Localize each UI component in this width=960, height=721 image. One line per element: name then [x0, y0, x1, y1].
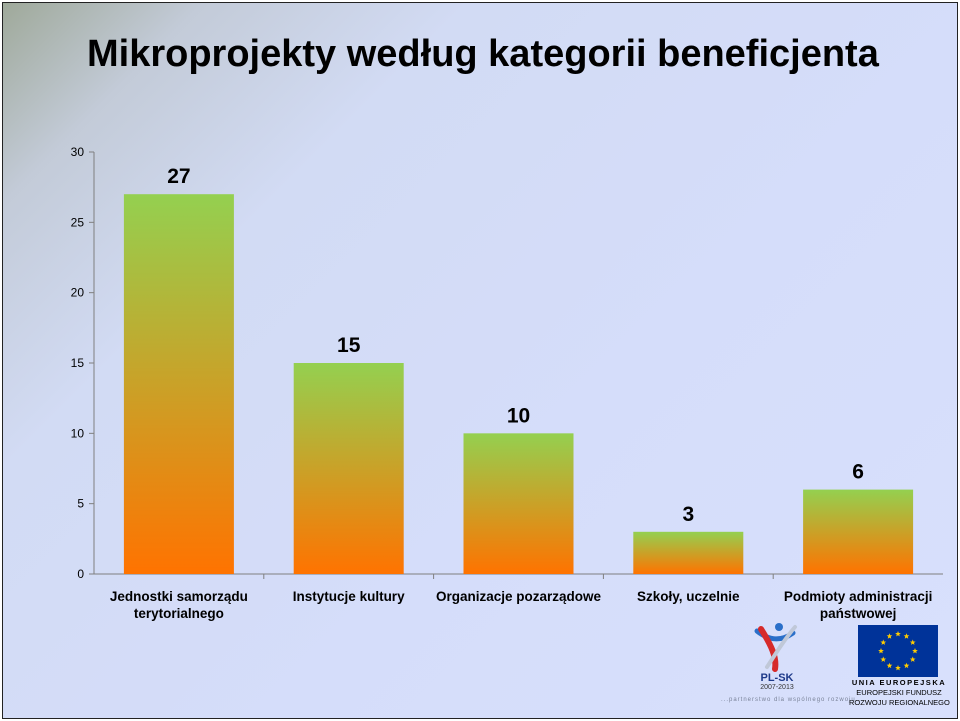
bar: [463, 433, 574, 574]
x-tick-label: Szkoły, uczelnie: [637, 589, 740, 604]
chart-bars: [123, 194, 914, 574]
slide-title: Mikroprojekty według kategorii beneficje…: [87, 33, 879, 75]
eu-star-icon: [878, 648, 884, 654]
bar: [123, 194, 234, 574]
eu-star-icon: [909, 639, 916, 645]
x-tick-label-line: Podmioty administracji: [784, 589, 933, 604]
eu-star-icon: [895, 665, 901, 671]
y-tick-label: 25: [71, 215, 85, 229]
y-tick-label: 10: [71, 426, 85, 440]
x-tick-label: Organizacje pozarządowe: [436, 589, 602, 604]
data-label: 27: [167, 165, 190, 188]
bar: [293, 363, 404, 574]
eu-line-2: EUROPEJSKI FUNDUSZ: [856, 688, 942, 697]
eu-star-icon: [886, 633, 893, 639]
x-tick-label-line: Instytucje kultury: [293, 589, 405, 604]
eu-fund-text: UNIA EUROPEJSKA EUROPEJSKI FUNDUSZ ROZWO…: [849, 678, 950, 708]
eu-star-icon: [903, 633, 910, 639]
x-tick-label-line: terytorialnego: [134, 606, 224, 621]
chart-labels: 27 Jednostki samorządu terytorialnego 15 Ins…: [110, 165, 932, 621]
x-tick-label-line: Organizacje pozarządowe: [436, 589, 602, 604]
eu-star-icon: [912, 648, 918, 654]
y-tick-label: 30: [71, 145, 85, 159]
data-label: 3: [682, 503, 694, 526]
y-tick-label: 15: [71, 356, 85, 370]
x-tick-label: Jednostki samorządu terytorialnego: [110, 589, 248, 621]
eu-line-1: UNIA EUROPEJSKA: [851, 678, 947, 687]
plsk-logo-text: PL-SK: [760, 672, 794, 684]
data-label: 10: [507, 404, 530, 427]
data-label: 15: [337, 334, 361, 357]
x-tick-label-line: Szkoły, uczelnie: [637, 589, 740, 604]
bar-chart: 0 5 10 15 20 25 30 27 Jednostki samorządu teryto…: [71, 145, 943, 621]
x-tick-label-line: Jednostki samorządu: [110, 589, 248, 604]
data-label: 6: [852, 461, 864, 484]
plsk-logo-icon: [754, 623, 797, 672]
y-tick-label: 20: [71, 286, 85, 300]
y-tick-label: 0: [77, 567, 84, 581]
x-tick-label-line: państwowej: [820, 606, 897, 621]
plsk-logo-years: 2007-2013: [760, 684, 794, 691]
eu-line-3: ROZWOJU REGIONALNEGO: [849, 698, 950, 707]
eu-star-icon: [895, 631, 901, 637]
bar: [803, 489, 914, 574]
eu-star-icon: [880, 656, 887, 662]
eu-star-icon: [909, 656, 916, 662]
x-tick-label: Podmioty administracji państwowej: [784, 589, 933, 621]
bar: [633, 531, 744, 574]
eu-flag-icon: [858, 625, 938, 677]
eu-star-icon: [886, 662, 893, 669]
eu-star-icon: [880, 639, 887, 645]
y-tick-label: 5: [77, 497, 84, 511]
partnership-slogan: ...partnerstwo dla wspólnego rozwoju...: [721, 697, 864, 703]
x-tick-label: Instytucje kultury: [293, 589, 405, 604]
eu-star-icon: [903, 662, 910, 669]
